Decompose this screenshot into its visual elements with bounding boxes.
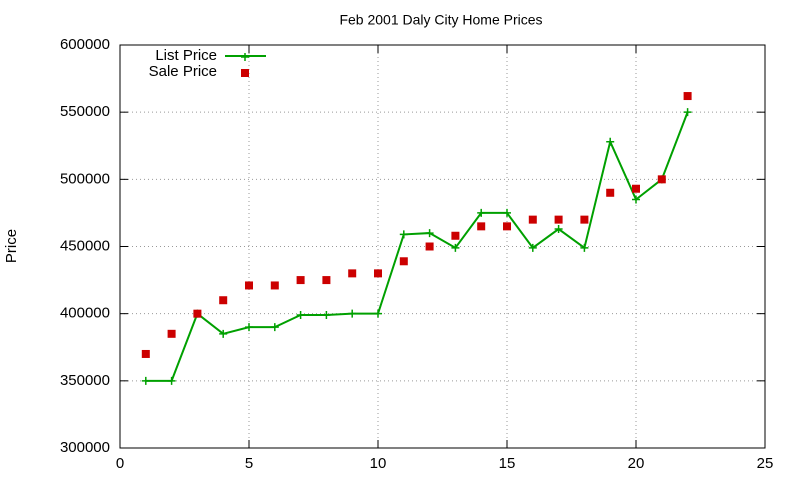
legend-label: Sale Price [149,63,217,80]
data-point [554,225,563,234]
data-point [580,215,589,224]
data-point [451,243,460,252]
data-point [632,184,640,193]
data-point [399,257,408,266]
data-point [141,349,150,358]
data-point [683,92,692,101]
data-point [270,323,279,332]
data-point [657,175,666,184]
data-point [399,230,408,239]
x-tick-label: 5 [245,455,253,472]
data-point [425,242,434,251]
data-point [683,108,692,117]
chart-title: Feb 2001 Daly City Home Prices [339,12,542,28]
y-tick-label: 500000 [60,170,110,187]
data-point [477,222,486,231]
x-tick-label: 15 [499,455,516,472]
legend-marker [241,69,249,77]
y-axis-label: Price [3,229,20,263]
data-point [374,309,382,318]
y-tick-label: 600000 [60,36,110,53]
data-point [528,215,537,224]
data-point [322,311,331,320]
x-tick-label: 10 [370,455,387,472]
data-point [167,376,176,385]
data-line [145,111,689,382]
y-tick-label: 400000 [60,305,110,322]
data-point [219,296,228,305]
data-point [193,309,202,318]
data-point [374,269,382,278]
data-point [503,222,511,231]
data-point [167,329,176,338]
y-tick-label: 350000 [60,372,110,389]
data-point [580,243,589,252]
data-point [141,376,150,385]
data-point [528,243,537,252]
data-point [219,329,228,338]
data-point [245,281,253,290]
data-point [322,276,331,285]
x-tick-label: 0 [116,455,124,472]
data-point [451,231,460,240]
data-point [270,281,279,290]
data-point [296,311,305,320]
legend-marker [241,53,249,61]
data-point [554,215,563,224]
plot-frame [119,44,766,449]
x-tick-label: 25 [757,455,774,472]
data-point [477,208,486,217]
x-tick-label: 20 [628,455,645,472]
data-point [348,269,357,278]
y-tick-label: 300000 [60,439,110,456]
y-tick-label: 550000 [60,103,110,120]
data-point [348,309,357,318]
data-point [606,137,615,146]
data-point [245,323,253,332]
data-point [632,195,640,204]
data-point [425,229,434,238]
y-tick-label: 450000 [60,237,110,254]
data-point [296,276,305,285]
legend-label: List Price [155,47,217,64]
data-point [606,188,615,197]
data-point [503,208,511,217]
